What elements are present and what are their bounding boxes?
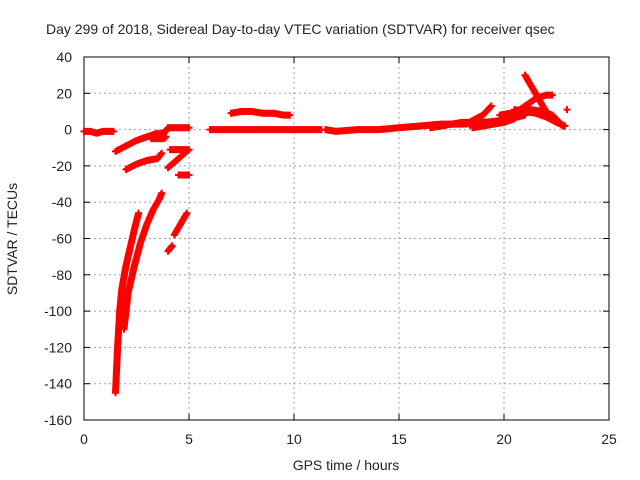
data-point xyxy=(162,133,170,141)
data-point xyxy=(158,149,166,157)
data-point xyxy=(286,111,294,119)
y-tick-label: -140 xyxy=(44,376,72,392)
x-tick-label: 20 xyxy=(496,431,512,447)
y-tick-label: -20 xyxy=(52,158,72,174)
data-point xyxy=(561,122,569,130)
data-point xyxy=(487,102,495,110)
x-axis-label: GPS time / hours xyxy=(293,457,400,473)
x-tick-label: 5 xyxy=(185,431,193,447)
data-point xyxy=(109,127,117,135)
y-tick-label: -40 xyxy=(52,194,72,210)
data-point xyxy=(158,189,166,197)
x-tick-label: 10 xyxy=(286,431,302,447)
data-point xyxy=(185,171,193,179)
y-tick-label: 0 xyxy=(64,122,72,138)
y-tick-label: -120 xyxy=(44,339,72,355)
y-tick-label: -160 xyxy=(44,412,72,428)
data-point xyxy=(486,103,494,111)
axis-ticks xyxy=(83,56,610,421)
y-tick-label: -80 xyxy=(52,267,72,283)
data-point xyxy=(168,242,176,250)
y-axis-label: SDTVAR / TECUs xyxy=(4,183,20,295)
data-point xyxy=(563,106,571,114)
y-tick-label: 40 xyxy=(56,49,72,65)
x-tick-label: 25 xyxy=(601,431,617,447)
data-points xyxy=(80,71,571,397)
y-tick-labels: 40 20 0 -20 -40 -60 -80 -100 -120 -140 -160 xyxy=(44,49,72,428)
chart-title: Day 299 of 2018, Sidereal Day-to-day VTE… xyxy=(46,21,555,37)
x-tick-label: 15 xyxy=(391,431,407,447)
x-tick-labels: 0 5 10 15 20 25 xyxy=(80,431,617,447)
y-tick-label: -100 xyxy=(44,303,72,319)
data-point xyxy=(135,209,143,217)
y-tick-label: -60 xyxy=(52,231,72,247)
data-point xyxy=(185,124,193,132)
data-point xyxy=(548,91,556,99)
data-point xyxy=(183,209,191,217)
y-tick-label: 20 xyxy=(56,85,72,101)
data-point xyxy=(183,146,191,154)
x-tick-label: 0 xyxy=(80,431,88,447)
